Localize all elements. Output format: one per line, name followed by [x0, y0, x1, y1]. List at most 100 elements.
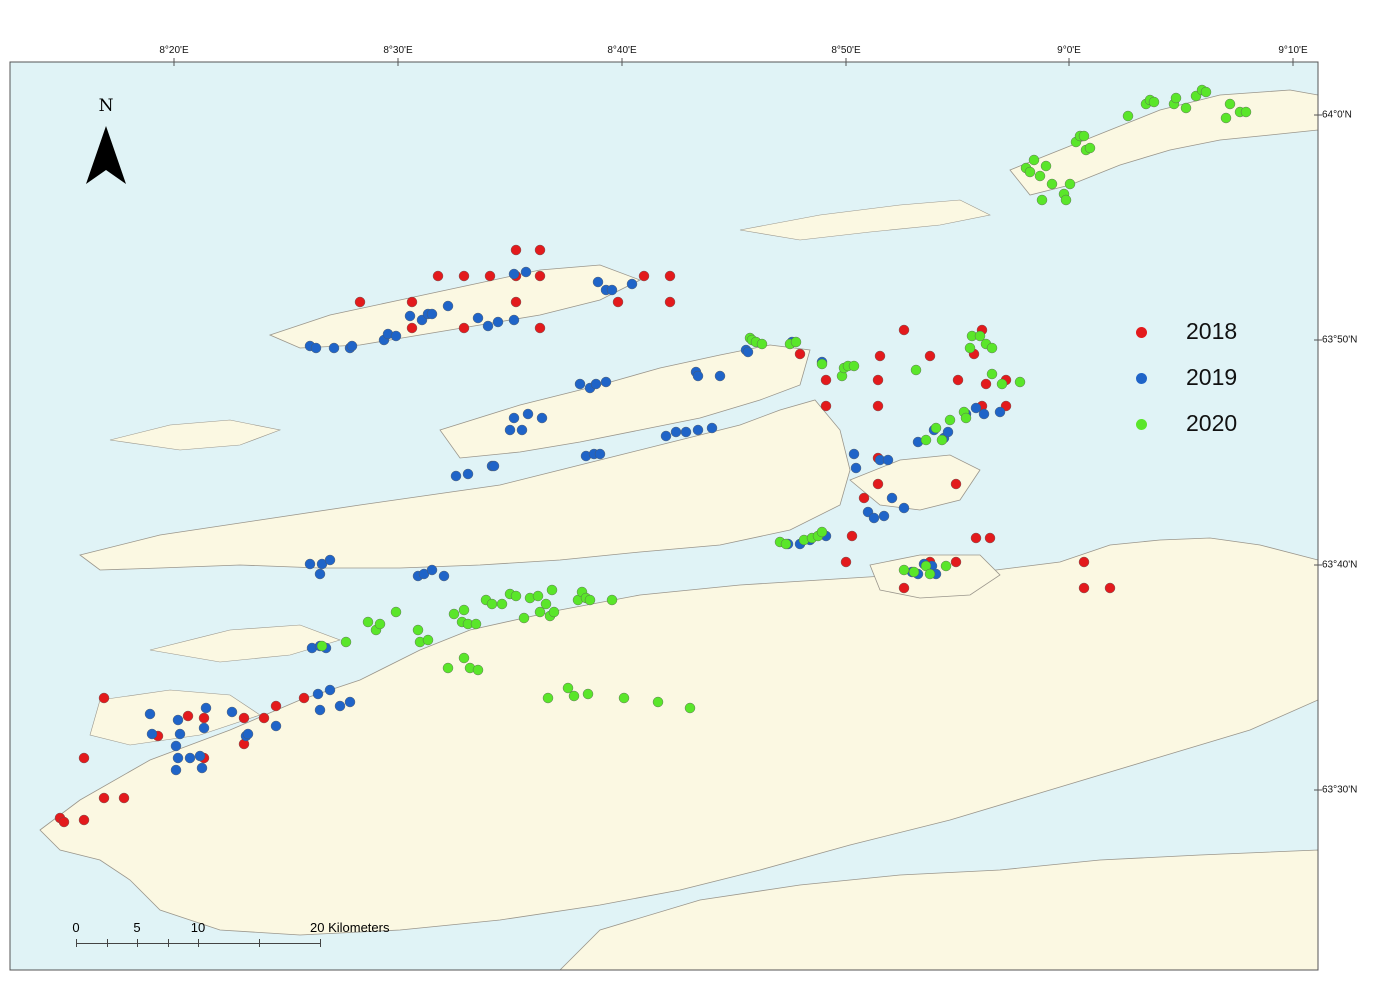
point-2020 — [510, 590, 522, 602]
legend-item-2018: 2018 — [1128, 314, 1268, 360]
point-2018 — [510, 296, 522, 308]
point-2019 — [942, 426, 954, 438]
scale-tick — [259, 939, 260, 947]
point-2018 — [1104, 582, 1116, 594]
point-2020 — [362, 616, 374, 628]
point-2020 — [562, 682, 574, 694]
sample-points-layer — [54, 84, 1252, 828]
point-2019 — [742, 346, 754, 358]
scale-tick — [137, 939, 138, 947]
point-2019 — [438, 570, 450, 582]
point-2019 — [184, 752, 196, 764]
scale-label: 5 — [133, 920, 141, 935]
point-2018 — [612, 296, 624, 308]
point-2018 — [820, 400, 832, 412]
point-2020 — [996, 378, 1008, 390]
point-2019 — [242, 728, 254, 740]
point-2020 — [472, 664, 484, 676]
point-2018 — [270, 700, 282, 712]
point-2020 — [548, 606, 560, 618]
point-2020 — [1170, 92, 1182, 104]
land-layer — [39, 89, 1318, 970]
point-2020 — [496, 598, 508, 610]
point-2019 — [324, 554, 336, 566]
point-2020 — [936, 434, 948, 446]
point-2020 — [540, 598, 552, 610]
point-2020 — [412, 624, 424, 636]
point-2018 — [298, 692, 310, 704]
point-2020 — [316, 640, 328, 652]
point-2019 — [170, 740, 182, 752]
lon-tick-label: 8°30'E — [383, 45, 413, 56]
point-2020 — [816, 358, 828, 370]
legend-marker-2018 — [1136, 327, 1147, 338]
point-2020 — [1148, 96, 1160, 108]
point-2018 — [406, 322, 418, 334]
point-2019 — [426, 564, 438, 576]
point-2018 — [354, 296, 366, 308]
point-2020 — [964, 342, 976, 354]
point-2018 — [950, 556, 962, 568]
point-2019 — [520, 266, 532, 278]
point-2020 — [960, 412, 972, 424]
land-middle-island — [79, 399, 851, 571]
point-2019 — [314, 568, 326, 580]
point-2018 — [872, 478, 884, 490]
land-islets-west — [109, 419, 282, 451]
point-2020 — [790, 336, 802, 348]
point-2019 — [714, 370, 726, 382]
point-2020 — [1060, 194, 1072, 206]
scale-bar: 0 5 10 20 Kilometers — [70, 918, 410, 958]
north-label: N — [98, 96, 114, 116]
point-2018 — [820, 374, 832, 386]
point-2019 — [472, 312, 484, 324]
point-2020 — [898, 564, 910, 576]
legend-marker-2020 — [1136, 419, 1147, 430]
point-2020 — [1014, 376, 1026, 388]
point-2018 — [664, 296, 676, 308]
point-2019 — [310, 342, 322, 354]
point-2020 — [568, 690, 580, 702]
point-2020 — [542, 692, 554, 704]
point-2019 — [146, 728, 158, 740]
point-2019 — [970, 402, 982, 414]
point-2019 — [200, 702, 212, 714]
point-2019 — [850, 462, 862, 474]
point-2020 — [584, 594, 596, 606]
point-2019 — [144, 708, 156, 720]
point-2019 — [450, 470, 462, 482]
scale-tick — [76, 939, 77, 947]
point-2019 — [304, 558, 316, 570]
point-2018 — [78, 814, 90, 826]
point-2018 — [950, 478, 962, 490]
point-2018 — [78, 752, 90, 764]
point-2020 — [924, 568, 936, 580]
point-2020 — [930, 422, 942, 434]
scale-label: 20 Kilometers — [310, 920, 390, 935]
point-2020 — [534, 606, 546, 618]
point-2019 — [344, 696, 356, 708]
point-2019 — [670, 426, 682, 438]
point-2019 — [574, 378, 586, 390]
point-2018 — [258, 712, 270, 724]
land-main-peninsula — [39, 537, 1318, 936]
point-2019 — [590, 378, 602, 390]
point-2019 — [462, 468, 474, 480]
point-2019 — [390, 330, 402, 342]
point-2020 — [1240, 106, 1252, 118]
point-2019 — [492, 316, 504, 328]
point-2020 — [920, 434, 932, 446]
legend-marker-2019 — [1136, 373, 1147, 384]
lon-tick-label: 8°50'E — [831, 45, 861, 56]
land-islets-sw — [149, 624, 341, 663]
point-2019 — [600, 376, 612, 388]
point-2019 — [882, 454, 894, 466]
point-2020 — [1034, 170, 1046, 182]
point-2018 — [952, 374, 964, 386]
point-2019 — [172, 752, 184, 764]
point-2019 — [680, 426, 692, 438]
point-2018 — [98, 692, 110, 704]
point-2020 — [986, 368, 998, 380]
point-2020 — [340, 636, 352, 648]
